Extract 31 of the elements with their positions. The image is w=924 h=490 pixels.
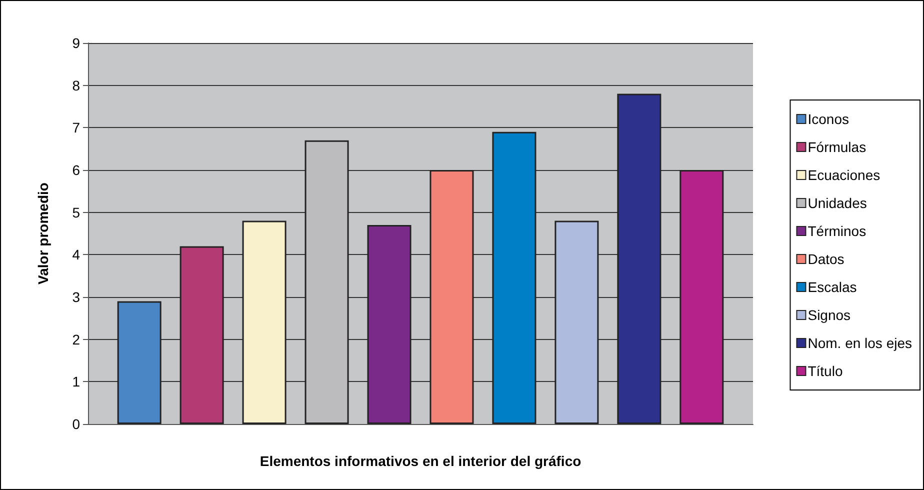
legend-label: Fórmulas [808,139,866,155]
bar [430,170,474,424]
y-tick-label: 7 [72,120,80,136]
x-axis-title: Elementos informativos en el interior del gráfico [260,453,582,469]
y-tick-label: 8 [72,77,80,94]
bar [180,246,224,424]
y-axis-title: Valor promedio [35,182,51,284]
legend-label: Iconos [808,111,849,127]
legend-label: Signos [808,307,851,323]
bar [617,94,662,424]
y-tick-label: 3 [72,289,80,305]
y-tick-label: 1 [72,374,80,390]
legend-label: Escalas [808,279,857,295]
legend-label: Ecuaciones [808,167,880,183]
legend-label: Título [808,363,843,379]
legend-label: Nom. en los ejes [808,335,912,351]
y-tick-label: 2 [72,331,80,348]
legend-label: Términos [808,223,866,239]
y-tick-label: 5 [72,204,80,220]
y-tick-label: 9 [72,35,80,51]
bar [367,225,412,424]
bar [554,220,599,424]
legend-label: Unidades [808,195,867,211]
legend-label: Datos [808,251,844,267]
bar [117,301,162,424]
bar [492,132,536,424]
y-tick-label: 0 [72,416,80,432]
y-tick-label: 6 [72,162,80,178]
bar [680,170,724,424]
bar [242,220,286,424]
y-tick-label: 4 [72,246,80,263]
